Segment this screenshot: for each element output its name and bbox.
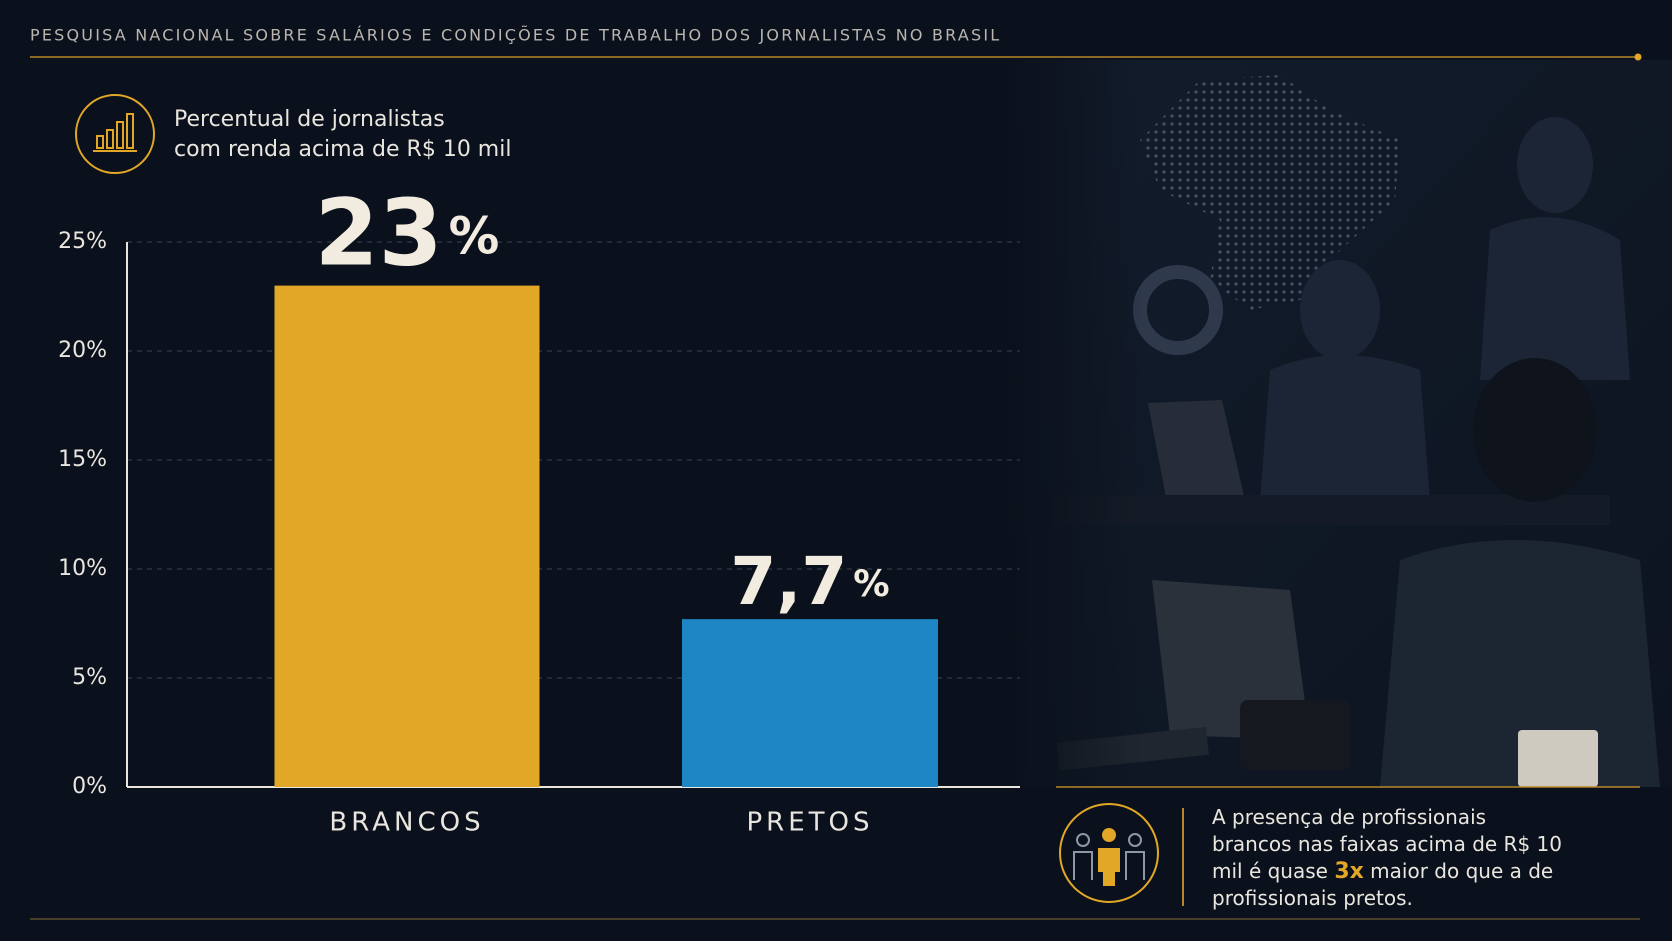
x-tick-label: BRANCOS — [329, 808, 484, 838]
callout-text: A presença de profissionais brancos nas … — [1212, 804, 1562, 912]
y-tick-label: 15% — [58, 447, 107, 472]
value-label: 23% — [315, 180, 500, 287]
chart-title: Percentual de jornalistas — [174, 107, 445, 132]
photo-illustration — [1010, 60, 1672, 787]
people-icon — [1059, 803, 1159, 903]
bar — [274, 285, 540, 787]
y-tick-label: 5% — [72, 665, 107, 690]
y-tick-label: 20% — [58, 338, 107, 363]
header-title: PESQUISA NACIONAL SOBRE SALÁRIOS E CONDI… — [30, 26, 1001, 45]
chart-icon — [75, 94, 155, 174]
chart-title: com renda acima de R$ 10 mil — [174, 137, 511, 162]
y-tick-label: 0% — [72, 774, 107, 799]
x-tick-label: PRETOS — [746, 808, 873, 838]
callout-after: maior do que a de profissionais pretos. — [1212, 859, 1554, 910]
bar — [682, 619, 938, 787]
y-tick-label: 10% — [58, 556, 107, 581]
callout-highlight: 3x — [1334, 859, 1364, 884]
value-label: 7,7% — [730, 543, 889, 620]
y-tick-label: 25% — [58, 229, 107, 254]
header-dot — [1634, 53, 1642, 61]
callout-before: A presença de profissionais brancos nas … — [1212, 805, 1562, 883]
